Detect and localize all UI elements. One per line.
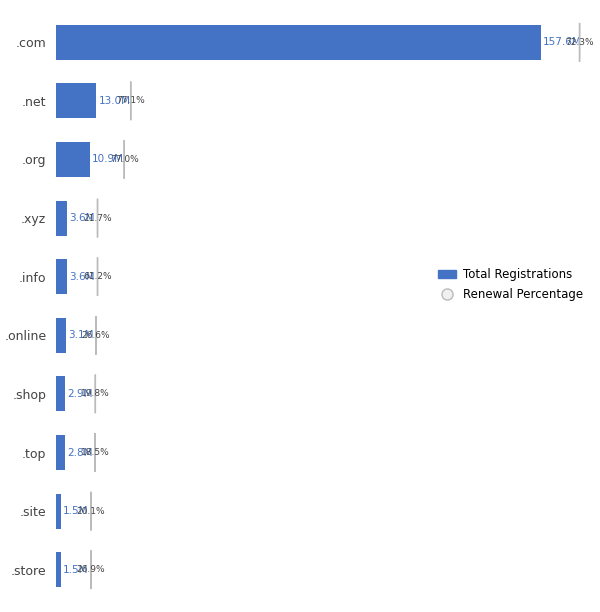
Bar xyxy=(56,142,89,177)
Text: 26.9%: 26.9% xyxy=(77,565,106,574)
Text: 13.0M: 13.0M xyxy=(98,96,130,106)
Bar xyxy=(56,259,67,294)
Bar xyxy=(56,435,65,470)
Legend: Total Registrations, Renewal Percentage: Total Registrations, Renewal Percentage xyxy=(434,264,588,306)
Text: 2.8M: 2.8M xyxy=(67,447,92,458)
Text: 77.0%: 77.0% xyxy=(110,155,139,164)
Bar xyxy=(56,493,61,529)
Bar xyxy=(56,552,61,588)
Bar xyxy=(56,376,65,411)
Text: 61.2%: 61.2% xyxy=(83,272,112,281)
Text: 3.6M: 3.6M xyxy=(70,213,95,223)
Bar xyxy=(56,318,65,353)
Bar xyxy=(56,201,67,236)
Text: 10.9M: 10.9M xyxy=(92,154,124,165)
Text: 18.5%: 18.5% xyxy=(80,448,109,457)
Bar xyxy=(56,24,541,60)
Text: 3.6M: 3.6M xyxy=(70,272,95,282)
Text: 20.1%: 20.1% xyxy=(77,507,106,516)
Text: 77.1%: 77.1% xyxy=(116,96,145,105)
Text: 2.9M: 2.9M xyxy=(67,389,93,399)
Bar xyxy=(56,83,96,119)
Text: 21.7%: 21.7% xyxy=(83,214,112,223)
Text: 19.8%: 19.8% xyxy=(81,389,110,398)
Text: 1.5M: 1.5M xyxy=(63,506,89,516)
Text: 72.3%: 72.3% xyxy=(565,38,594,47)
Text: 1.5M: 1.5M xyxy=(63,565,89,575)
Text: 157.6M: 157.6M xyxy=(543,37,582,47)
Text: 26.6%: 26.6% xyxy=(82,331,110,340)
Text: 3.1M: 3.1M xyxy=(68,330,94,340)
